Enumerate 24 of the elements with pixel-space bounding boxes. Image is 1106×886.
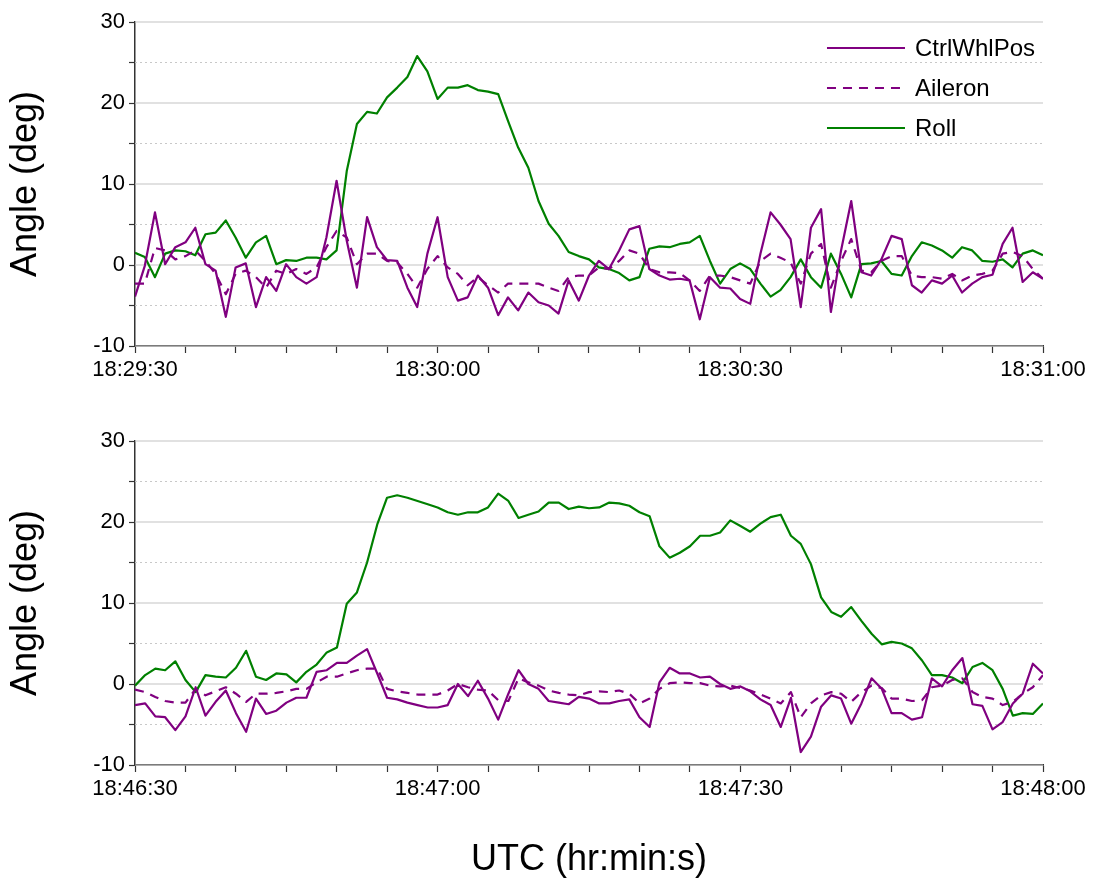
x-tick-label: 18:47:30 xyxy=(697,775,784,801)
legend-label: Roll xyxy=(914,113,957,141)
x-tick-label: 18:46:30 xyxy=(92,775,178,801)
x-tick-label: 18:30:30 xyxy=(697,356,783,382)
y-axis-title: Angle (deg) xyxy=(2,509,44,697)
y-tick-label: 20 xyxy=(100,89,125,115)
y-tick-label: -10 xyxy=(93,332,125,358)
legend-label: CtrlWhlPos xyxy=(914,33,1035,61)
x-tick-label: 18:31:00 xyxy=(1000,356,1086,382)
y-axis-title: Angle (deg) xyxy=(2,90,44,278)
y-tick-label: 10 xyxy=(100,170,125,196)
x-axis-title: UTC (hr:min:s) xyxy=(471,837,707,879)
x-tick-label: 18:29:30 xyxy=(92,356,178,382)
y-tick-label: 0 xyxy=(112,670,125,696)
y-tick-label: 10 xyxy=(100,589,125,615)
x-tick-label: 18:48:00 xyxy=(1000,775,1086,801)
y-tick-label: 30 xyxy=(100,427,125,453)
y-tick-label: 0 xyxy=(112,251,125,277)
y-tick-label: 20 xyxy=(100,508,125,534)
y-tick-label: 30 xyxy=(100,8,125,34)
x-tick-label: 18:47:00 xyxy=(394,775,481,801)
legend-label: Aileron xyxy=(914,73,990,101)
y-tick-label: -10 xyxy=(93,751,125,777)
x-tick-label: 18:30:00 xyxy=(394,356,481,382)
